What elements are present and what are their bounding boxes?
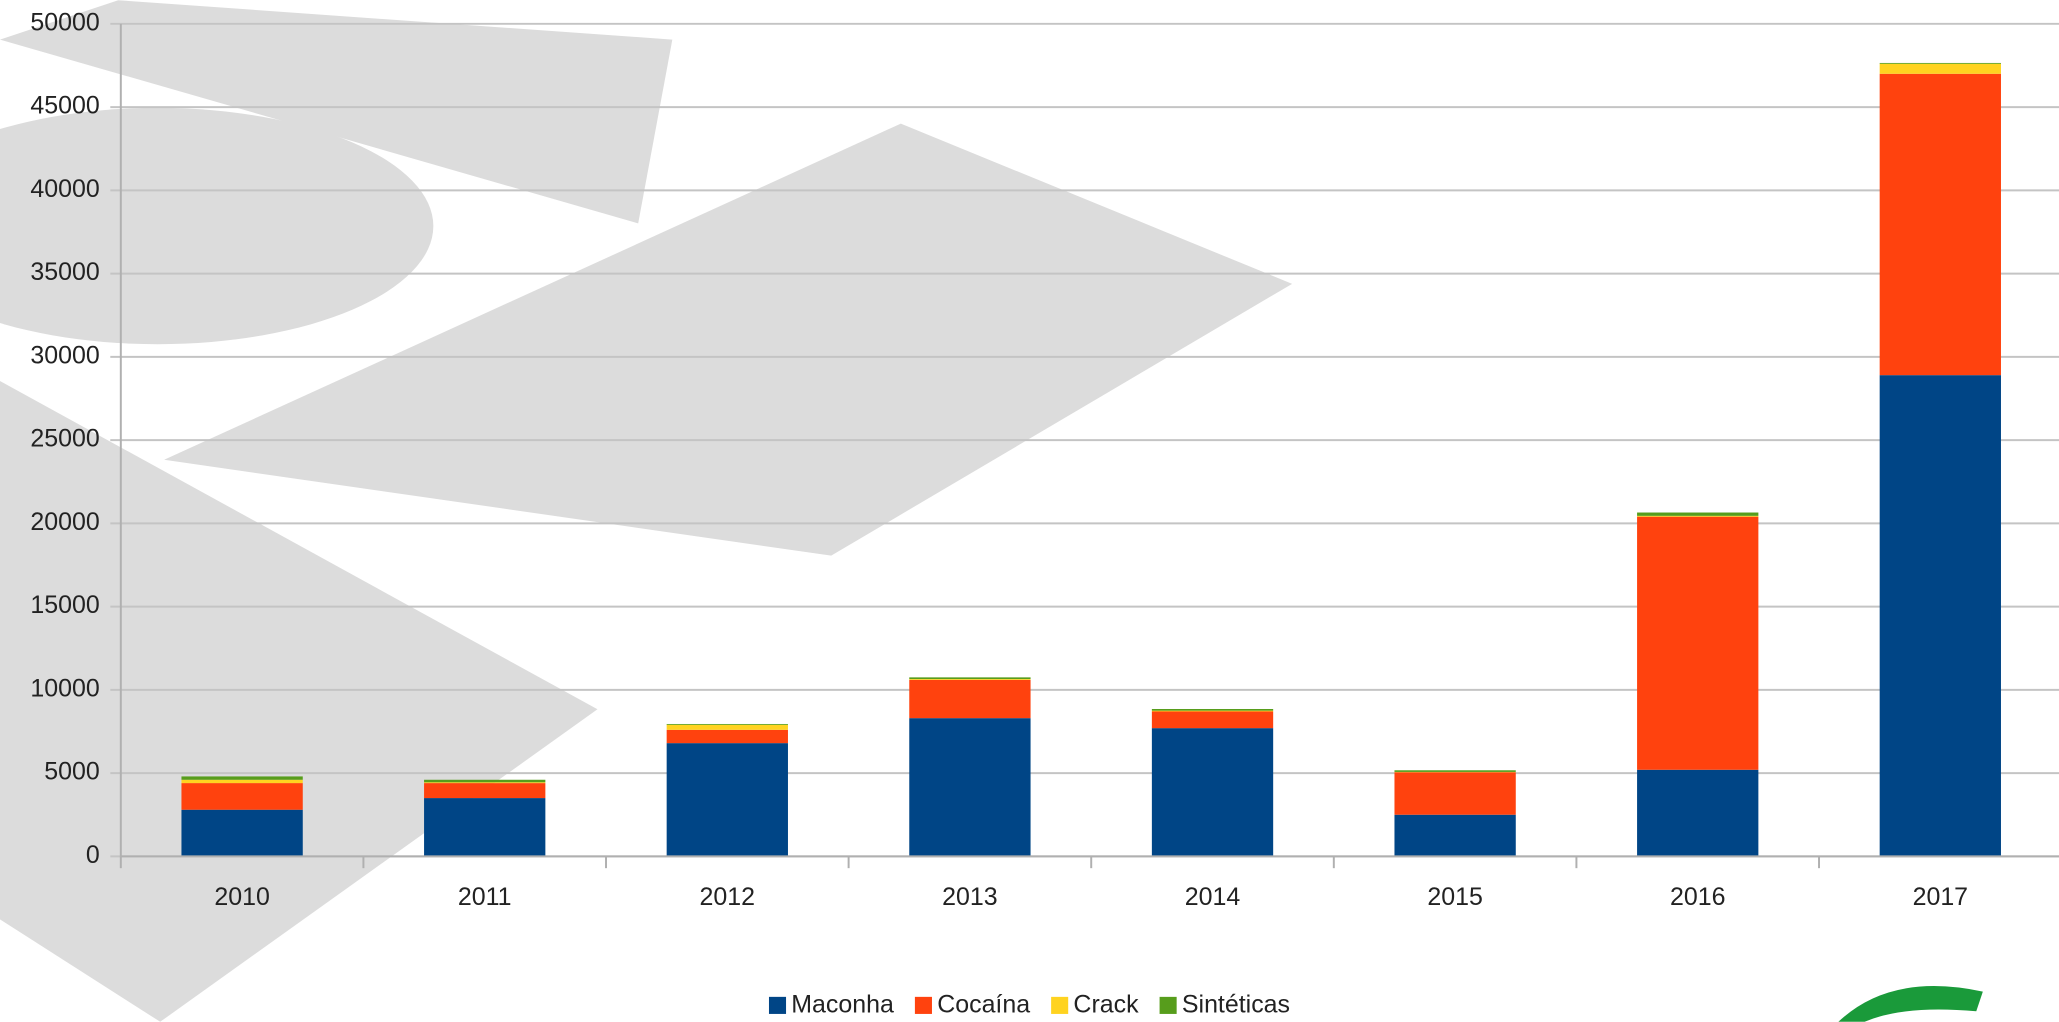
bar-segment: [1151, 728, 1274, 857]
bar-segment: [1151, 708, 1274, 711]
bar-segment: [1879, 62, 2001, 64]
x-tick-label: 2011: [458, 883, 512, 911]
y-tick-label: 0: [86, 841, 100, 869]
legend-swatch: [914, 996, 932, 1014]
bar-segment: [424, 782, 546, 784]
bar-segment: [909, 677, 1031, 680]
y-tick-label: 20000: [30, 508, 99, 536]
x-tick-label: 2016: [1670, 883, 1725, 911]
x-tick-label: 2012: [700, 883, 755, 911]
y-tick-label: 35000: [30, 258, 99, 286]
y-tick-label: 25000: [30, 425, 99, 453]
bar-segment: [181, 809, 303, 857]
bar-segment: [666, 724, 788, 730]
bar-segment: [1151, 710, 1274, 712]
bar-segment: [666, 723, 788, 725]
legend-swatch: [1159, 996, 1177, 1014]
bar-segment: [1637, 515, 1759, 517]
y-tick-label: 40000: [30, 175, 99, 203]
bar-segment: [424, 779, 546, 783]
x-tick-label: 2013: [942, 883, 997, 911]
decor-shape: [0, 0, 673, 224]
x-tick-label: 2017: [1913, 883, 1968, 911]
x-tick-label: 2014: [1185, 883, 1241, 911]
x-tick-label: 2015: [1427, 883, 1482, 911]
bar-segment: [909, 679, 1031, 719]
bar-segment: [1637, 516, 1759, 770]
background-decoration: [0, 0, 1983, 1022]
y-tick-label: 10000: [30, 674, 99, 702]
bar-segment: [1879, 63, 2001, 74]
bar-segment: [181, 783, 303, 810]
logo: [1838, 986, 1983, 1022]
bar-segment: [1394, 814, 1516, 857]
bar-segment: [1879, 375, 2001, 857]
bar-segment: [1637, 512, 1759, 516]
bar-segment: [909, 679, 1031, 680]
legend-label: Cocaína: [937, 991, 1030, 1019]
y-tick-label: 30000: [30, 341, 99, 369]
bar-segment: [1879, 73, 2001, 376]
legend-label: Sintéticas: [1182, 991, 1290, 1019]
legend-swatch: [1051, 996, 1069, 1014]
bar-segment: [181, 779, 303, 784]
legend-label: Maconha: [791, 991, 894, 1019]
bar-segment: [1637, 769, 1759, 857]
decor-shape: [164, 123, 1293, 556]
bar-segment: [666, 729, 788, 744]
decor-shape: [0, 380, 598, 1022]
bar-segment: [1394, 772, 1516, 815]
legend-swatch: [768, 996, 787, 1014]
legend-label: Crack: [1073, 991, 1139, 1019]
bar-segment: [181, 776, 303, 780]
bar-segment: [1394, 770, 1516, 772]
y-tick-label: 15000: [30, 591, 99, 619]
bar-segment: [909, 718, 1031, 857]
bar-segment: [1151, 711, 1274, 729]
decor-shape: [0, 107, 434, 345]
bar-segment: [424, 798, 546, 857]
y-tick-label: 45000: [30, 92, 99, 120]
x-tick-label: 2010: [214, 883, 269, 911]
y-tick-label: 50000: [30, 8, 99, 36]
bar-segment: [666, 743, 788, 857]
y-tick-label: 5000: [44, 758, 99, 786]
bar-segment: [424, 783, 546, 799]
